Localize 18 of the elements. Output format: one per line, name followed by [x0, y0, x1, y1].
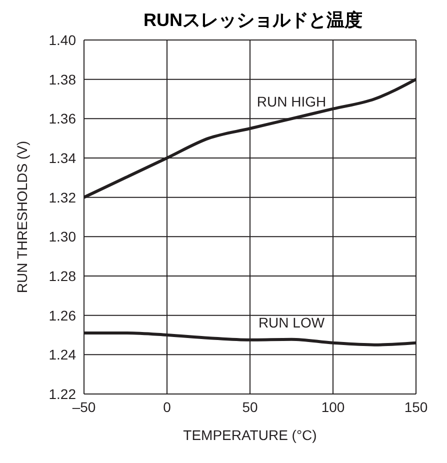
y-axis-title: RUN THRESHOLDS (V): [14, 140, 30, 294]
y-tick-label: 1.40: [48, 32, 76, 48]
chart-title: RUNスレッショルドと温度: [144, 10, 362, 30]
x-tick-label: 150: [404, 398, 428, 415]
y-tick-label: 1.26: [48, 307, 76, 324]
series-label: RUN LOW: [258, 314, 326, 330]
y-tick-label: 1.34: [48, 150, 76, 166]
y-tick-label: 1.38: [48, 71, 76, 88]
y-tick-label: 1.28: [48, 268, 76, 284]
x-tick-label: 100: [321, 398, 345, 415]
x-tick-label: 50: [242, 398, 258, 415]
y-tick-label: 1.24: [48, 346, 76, 363]
y-tick-label: 1.30: [48, 228, 76, 245]
series-label: RUN HIGH: [256, 94, 326, 110]
x-tick-label: 0: [163, 398, 172, 415]
y-tick-label: 1.36: [48, 110, 76, 127]
y-tick-label: 1.32: [48, 189, 76, 206]
x-axis-title: TEMPERATURE (°C): [183, 427, 317, 443]
